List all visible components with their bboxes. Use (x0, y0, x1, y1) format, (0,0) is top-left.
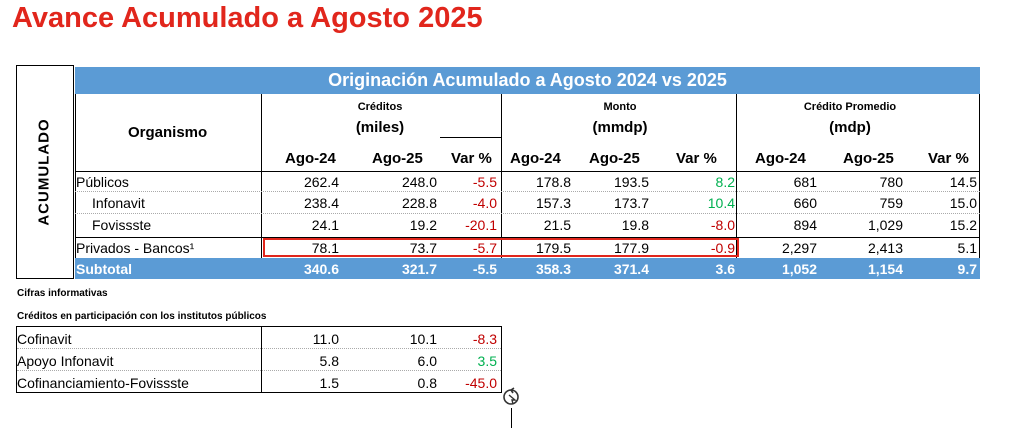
cell: 660 (793, 195, 817, 211)
cell: 238.4 (303, 195, 339, 211)
cell: 6.0 (417, 353, 437, 369)
cell: -5.5 (472, 174, 497, 190)
cell: -45.0 (465, 375, 497, 391)
cell: 11.0 (312, 331, 339, 347)
header-monto: Monto (603, 101, 637, 113)
cell: -5.5 (472, 261, 497, 277)
cell: 10.1 (409, 331, 437, 347)
cell: 157.3 (535, 195, 571, 211)
col-header: Var % (451, 150, 492, 167)
col-header: Ago-25 (372, 150, 423, 167)
col-header: Ago-24 (755, 150, 806, 167)
col-header: Var % (676, 150, 717, 167)
cell: 228.8 (401, 195, 437, 211)
cell: -4.0 (472, 195, 497, 211)
cell: 193.5 (613, 174, 649, 190)
cell: 2,413 (867, 240, 903, 256)
row-label: Fovissste (92, 217, 152, 233)
header-promedio-unit: (mdp) (829, 119, 871, 136)
cell: 3.6 (715, 261, 735, 277)
cell: 262.4 (303, 174, 339, 190)
header-creditos: Créditos (357, 101, 403, 113)
cell: 0.8 (417, 375, 437, 391)
row-label: Privados - Bancos¹ (76, 240, 195, 256)
cell: 9.7 (957, 261, 977, 277)
cell: -0.9 (710, 240, 735, 256)
side-label: ACUMULADO (35, 118, 53, 226)
cell: -5.7 (472, 240, 497, 256)
col-header: Var % (928, 150, 969, 167)
col-header: Ago-25 (843, 150, 894, 167)
row-label: Infonavit (92, 195, 145, 211)
cell: 248.0 (401, 174, 437, 190)
cell: -8.0 (710, 217, 735, 233)
cell: 371.4 (613, 261, 649, 277)
row-label: Cofinanciamiento-Fovissste (17, 375, 189, 391)
cell: 24.1 (311, 217, 339, 233)
cell: 1,052 (781, 261, 817, 277)
cell: 321.7 (401, 261, 437, 277)
cell: 14.5 (949, 174, 977, 190)
row-label: Apoyo Infonavit (17, 353, 114, 369)
cell: 5.1 (957, 240, 977, 256)
col-header: Ago-24 (285, 150, 336, 167)
cell: 894 (793, 217, 817, 233)
cell: 19.8 (621, 217, 649, 233)
cell: 759 (879, 195, 903, 211)
cell: 178.8 (535, 174, 571, 190)
header-monto-unit: (mmdp) (592, 119, 648, 136)
cell: -20.1 (465, 217, 497, 233)
cell: 19.2 (409, 217, 437, 233)
row-label: Públicos (76, 174, 129, 190)
cell: 3.5 (477, 353, 497, 369)
page-title: Avance Acumulado a Agosto 2025 (12, 2, 483, 34)
refresh-icon[interactable] (500, 386, 522, 408)
cell: 10.4 (707, 195, 735, 211)
cell: 681 (793, 174, 817, 190)
cell: 177.9 (613, 240, 649, 256)
cell: -8.3 (472, 331, 497, 347)
cell: 1.5 (319, 375, 339, 391)
table-title: Originación Acumulado a Agosto 2024 vs 2… (75, 67, 980, 94)
cursor-line (511, 408, 512, 428)
cell: 1,029 (867, 217, 903, 233)
header-promedio: Crédito Promedio (803, 101, 897, 113)
cell: 73.7 (409, 240, 437, 256)
note-informativas: Cifras informativas (17, 288, 108, 299)
cell: 15.2 (949, 217, 977, 233)
note-participacion: Créditos en participación con los instit… (17, 311, 267, 322)
cell: 8.2 (715, 174, 735, 190)
header-organismo: Organismo (128, 124, 208, 141)
side-box (16, 65, 74, 279)
cell: 179.5 (535, 240, 571, 256)
row-label: Cofinavit (17, 331, 72, 347)
cell: 2,297 (781, 240, 817, 256)
highlight-box (263, 238, 739, 257)
cell: 78.1 (311, 240, 339, 256)
cell: 358.3 (535, 261, 571, 277)
cell: 5.8 (319, 353, 339, 369)
cell: 15.0 (949, 195, 977, 211)
subtotal-row (75, 258, 980, 279)
cell: 1,154 (867, 261, 903, 277)
cell: 780 (879, 174, 903, 190)
col-header: Ago-24 (510, 150, 561, 167)
header-creditos-unit: (miles) (355, 119, 405, 136)
cell: 21.5 (543, 217, 571, 233)
cell: 340.6 (303, 261, 339, 277)
subtotal-label: Subtotal (76, 261, 132, 277)
cell: 173.7 (613, 195, 649, 211)
col-header: Ago-25 (589, 150, 640, 167)
